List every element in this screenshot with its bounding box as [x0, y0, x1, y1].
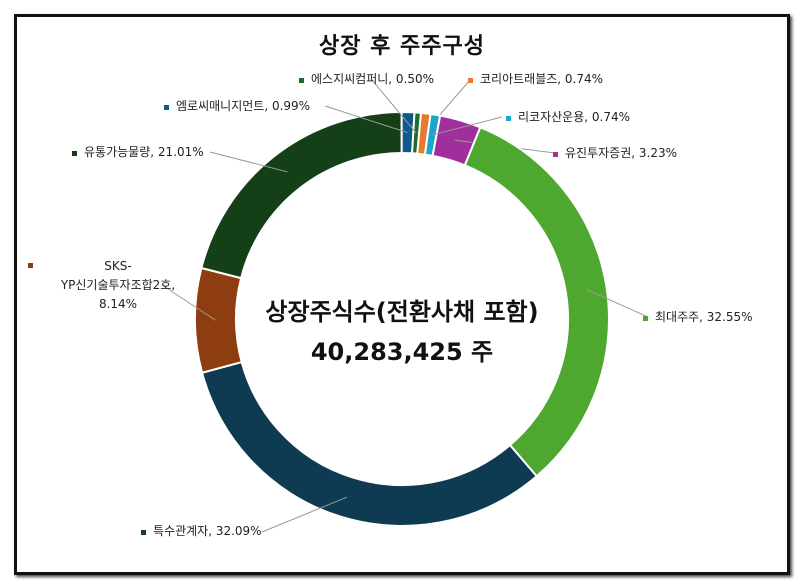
center-label: 상장주식수(전환사채 포함)	[265, 298, 539, 326]
leader-line	[209, 151, 288, 173]
label-marker	[72, 151, 77, 156]
leader-line	[371, 79, 417, 134]
donut-slice	[200, 360, 539, 527]
label-marker	[468, 78, 473, 83]
data-label: SKS-	[104, 259, 131, 273]
data-label: 코리아트래블즈, 0.74%	[480, 72, 603, 86]
data-label: 유통가능물량, 21.01%	[84, 145, 204, 159]
label-marker	[553, 152, 558, 157]
leader-line	[261, 496, 348, 533]
leader-line	[585, 288, 649, 318]
label-marker	[506, 116, 511, 121]
data-label: 8.14%	[99, 297, 137, 311]
leader-line	[161, 284, 216, 321]
data-label: 최대주주, 32.55%	[655, 310, 753, 324]
label-marker	[299, 78, 304, 83]
label-marker	[164, 105, 169, 110]
data-label: 리코자산운용, 0.74%	[518, 110, 630, 124]
leader-line	[324, 105, 408, 134]
chart-frame	[14, 14, 790, 575]
data-label: YP신기술투자조합2호,	[60, 278, 175, 292]
data-label: 유진투자증권, 3.23%	[565, 146, 677, 160]
label-marker	[643, 316, 648, 321]
data-label: 특수관계자, 32.09%	[153, 524, 262, 538]
chart-title: 상장 후 주주구성	[319, 34, 485, 59]
center-value: 40,283,425 주	[310, 338, 494, 366]
label-marker	[141, 530, 146, 535]
label-marker	[28, 263, 33, 268]
data-label: 에스지씨컴퍼니, 0.50%	[311, 72, 434, 86]
leader-line	[431, 116, 503, 136]
donut-slice	[200, 110, 403, 280]
data-label: 엠로씨매니지먼트, 0.99%	[176, 99, 310, 113]
